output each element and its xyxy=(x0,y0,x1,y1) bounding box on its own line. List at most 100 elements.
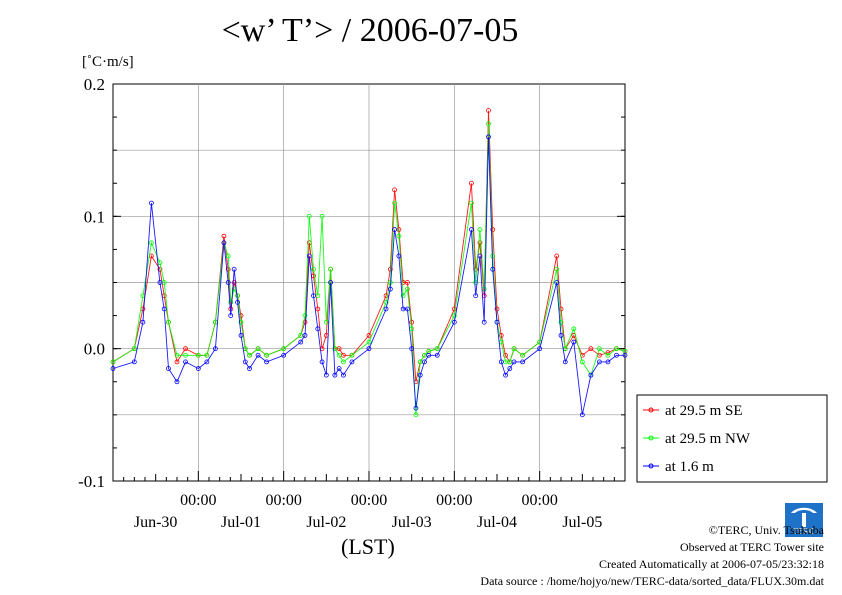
x-axis-label: (LST) xyxy=(341,534,395,559)
y-tick-label: 0.0 xyxy=(84,340,105,359)
data-point xyxy=(231,280,237,285)
x-tick-time-label: 00:00 xyxy=(436,492,472,509)
data-point xyxy=(481,319,487,325)
data-point xyxy=(434,346,440,352)
data-point xyxy=(336,366,342,371)
data-point xyxy=(413,405,419,411)
data-point xyxy=(404,280,410,285)
data-point xyxy=(228,313,234,318)
data-point xyxy=(494,319,500,325)
terc-logo-icon: TERC xyxy=(785,503,823,537)
data-point xyxy=(392,187,398,193)
data-point xyxy=(183,346,188,352)
data-point xyxy=(366,346,372,352)
data-point xyxy=(387,286,393,292)
data-point xyxy=(451,319,457,325)
data-point xyxy=(396,233,402,239)
data-point xyxy=(255,346,261,352)
legend-label: at 29.5 m NW xyxy=(665,431,751,447)
created-text: Created Automatically at 2006-07-05/23:3… xyxy=(599,557,824,571)
data-point xyxy=(166,366,171,371)
data-point xyxy=(605,359,611,365)
data-point xyxy=(174,379,180,385)
data-point xyxy=(554,266,560,272)
data-point xyxy=(340,359,346,365)
data-point xyxy=(110,359,116,365)
data-point xyxy=(554,253,560,259)
x-tick-time-label: 00:00 xyxy=(265,492,301,509)
data-point xyxy=(434,352,440,358)
y-tick-label: 0.1 xyxy=(84,207,105,226)
data-point xyxy=(571,326,577,332)
data-point xyxy=(195,366,201,371)
copyright-text: ©TERC, Univ. Tsukuba xyxy=(708,523,824,537)
data-point xyxy=(622,352,628,358)
data-point xyxy=(225,266,231,272)
data-point xyxy=(409,346,415,352)
data-point xyxy=(520,359,525,365)
legend-label: at 29.5 m SE xyxy=(665,403,743,419)
data-point xyxy=(498,359,504,365)
data-point xyxy=(315,306,321,312)
data-point xyxy=(422,359,427,365)
x-tick-time-label: 00:00 xyxy=(351,492,387,509)
x-tick-date-label: Jun-30 xyxy=(134,514,178,531)
credits-block: ©TERC, Univ. Tsukuba Observed at TERC To… xyxy=(480,522,824,590)
data-point xyxy=(183,359,188,365)
data-point xyxy=(396,253,402,259)
data-point xyxy=(174,359,180,365)
data-point xyxy=(426,352,432,358)
data-point xyxy=(225,253,231,259)
data-point xyxy=(383,306,389,312)
data-point xyxy=(204,359,210,365)
data-point xyxy=(588,372,594,378)
data-point xyxy=(140,319,146,325)
data-point xyxy=(468,180,474,186)
data-point xyxy=(400,293,406,299)
data-point xyxy=(332,372,338,378)
data-point xyxy=(409,319,415,325)
x-tick-time-label: 00:00 xyxy=(521,492,557,509)
data-point xyxy=(571,339,577,345)
data-point xyxy=(148,240,154,246)
chart-title: <w’ T’> / 2006-07-05 xyxy=(221,12,519,49)
y-tick-label: 0.2 xyxy=(84,75,105,94)
data-point xyxy=(311,293,316,299)
data-point xyxy=(319,213,325,219)
data-point xyxy=(195,352,201,358)
data-point xyxy=(392,200,398,206)
data-point xyxy=(247,366,252,371)
data-point xyxy=(473,293,479,299)
legend-box xyxy=(636,394,828,483)
data-point xyxy=(558,319,564,325)
legend-swatch-marker xyxy=(648,407,654,413)
data-point xyxy=(328,280,334,285)
data-point xyxy=(157,280,163,285)
data-point xyxy=(477,253,483,259)
x-tick-date-label: Jul-02 xyxy=(306,514,346,531)
data-point xyxy=(166,319,171,325)
data-point xyxy=(349,359,355,365)
data-point xyxy=(503,372,508,378)
data-point xyxy=(494,306,500,312)
data-point xyxy=(328,266,334,272)
data-point xyxy=(392,227,398,232)
legend-swatch-marker xyxy=(648,463,654,469)
data-point xyxy=(131,359,137,365)
x-tick-time-label: 00:00 xyxy=(180,492,216,509)
data-point xyxy=(490,266,496,272)
y-unit-label: [˚C·m/s] xyxy=(82,54,134,70)
legend-swatch-marker xyxy=(648,435,654,441)
data-point xyxy=(579,412,585,418)
data-point xyxy=(614,346,619,352)
data-point xyxy=(554,280,560,285)
data-point xyxy=(131,346,137,352)
observed-text: Observed at TERC Tower site xyxy=(679,540,824,554)
data-point xyxy=(511,346,517,352)
data-point xyxy=(235,293,240,299)
data-point xyxy=(468,200,474,206)
data-point xyxy=(238,319,244,325)
data-point xyxy=(306,213,312,219)
data-point xyxy=(605,352,611,358)
data-point xyxy=(231,266,237,272)
